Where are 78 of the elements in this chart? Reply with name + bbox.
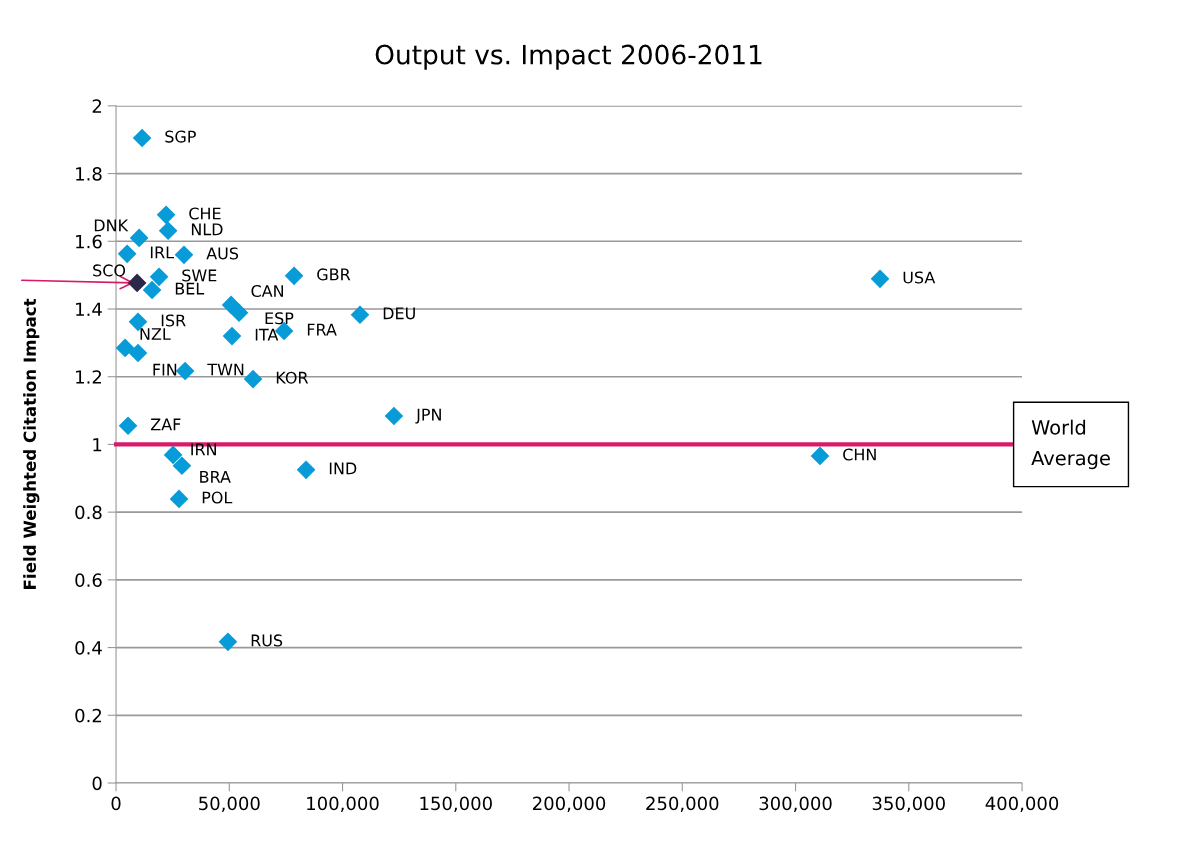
- annotation: FRA: [307, 323, 337, 336]
- point: [169, 489, 189, 509]
- point: [174, 245, 194, 265]
- point: [163, 445, 183, 465]
- point: [158, 221, 178, 241]
- annotation: SCO: [93, 264, 126, 277]
- point: [218, 632, 238, 652]
- x-tick-label: 100,000: [307, 796, 379, 813]
- point: [129, 228, 149, 248]
- x-tick-label: 350,000: [872, 796, 945, 813]
- point: [118, 416, 138, 436]
- point: [172, 456, 192, 476]
- x-tick-label: 400,000: [985, 796, 1059, 813]
- x-tick-label: 250,000: [646, 796, 719, 813]
- y-tick-label: 1.2: [76, 370, 102, 384]
- point: [117, 244, 137, 264]
- point: [127, 273, 147, 293]
- point: [128, 343, 148, 363]
- point: [810, 446, 830, 466]
- annotation: ZAF: [150, 418, 181, 431]
- annotation: AUS: [206, 247, 239, 260]
- point: [229, 303, 249, 323]
- x-tick-label: 150,000: [420, 796, 492, 813]
- annotation: SWE: [182, 269, 217, 282]
- annotation: CAN: [251, 284, 283, 298]
- annotation: GBR: [317, 268, 351, 281]
- y-axis-title: Field Weighted Citation Impact: [23, 298, 40, 589]
- annotation: ITA: [255, 328, 279, 341]
- point: [149, 267, 169, 287]
- annotation: CHN: [843, 448, 876, 461]
- annotation: TWN: [207, 363, 244, 376]
- annotation: NZL: [140, 328, 171, 340]
- point: [350, 305, 370, 325]
- annotation: NLD: [191, 223, 223, 236]
- y-tick-label: 1.8: [76, 167, 102, 181]
- y-tick-label: 1: [93, 438, 102, 452]
- annotation: FIN: [153, 363, 177, 376]
- point: [222, 326, 242, 346]
- point: [384, 406, 404, 426]
- annotation: JPN: [415, 408, 441, 424]
- annotation: IRN: [191, 443, 216, 456]
- y-tick-label: 0: [92, 776, 102, 791]
- y-tick-label: 2: [92, 99, 102, 113]
- point: [296, 460, 316, 480]
- point: [156, 205, 176, 225]
- annotation: BRA: [200, 471, 231, 483]
- annotation: ISR: [161, 314, 186, 327]
- annotation: IND: [329, 462, 357, 475]
- point: [116, 338, 135, 358]
- y-tick-label: 1.6: [76, 234, 102, 249]
- annotation: DEU: [383, 307, 415, 320]
- point: [175, 361, 195, 381]
- x-tick-label: 50,000: [199, 796, 260, 813]
- point: [870, 269, 890, 289]
- annotation: ESP: [265, 312, 294, 325]
- annotation: CHE: [189, 207, 221, 220]
- annotation: DNK: [94, 219, 129, 232]
- point: [284, 266, 304, 286]
- y-tick-label: 1.4: [76, 302, 102, 316]
- annotation: BEL: [175, 282, 205, 295]
- annotation: POL: [202, 491, 233, 504]
- x-tick-label: 0: [111, 796, 121, 811]
- x-tick-label: 300,000: [759, 796, 832, 813]
- chart-title: Output vs. Impact 2006-2011: [375, 44, 762, 70]
- annotation: RUS: [251, 634, 283, 647]
- annotation: SGP: [165, 130, 196, 143]
- x-tick-label: 200,000: [533, 796, 606, 813]
- point: [142, 280, 162, 300]
- ref-line-label: World Average: [1031, 419, 1110, 470]
- y-tick-label: 0.8: [75, 505, 102, 520]
- annotation: KOR: [276, 371, 309, 384]
- y-tick-label: 0.2: [75, 708, 102, 723]
- y-tick-label: 0.6: [75, 573, 102, 587]
- annotation: USA: [903, 271, 936, 284]
- point: [132, 128, 152, 148]
- point: [243, 369, 263, 389]
- y-tick-label: 0.4: [75, 641, 102, 655]
- annotation: IRL: [150, 246, 174, 259]
